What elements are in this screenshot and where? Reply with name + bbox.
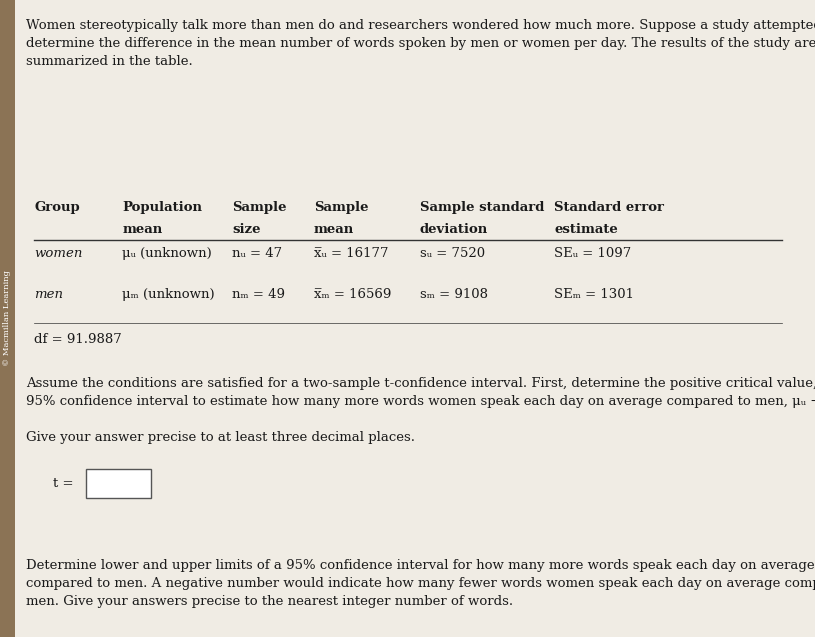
Text: men: men <box>34 288 64 301</box>
Text: Group: Group <box>34 201 80 213</box>
Text: Sample: Sample <box>232 201 287 213</box>
Text: nₘ = 49: nₘ = 49 <box>232 288 285 301</box>
Text: mean: mean <box>122 223 162 236</box>
Text: μₘ (unknown): μₘ (unknown) <box>122 288 215 301</box>
Text: estimate: estimate <box>554 223 618 236</box>
Text: nᵤ = 47: nᵤ = 47 <box>232 247 283 259</box>
Text: Population: Population <box>122 201 202 213</box>
Text: mean: mean <box>314 223 354 236</box>
Text: μᵤ (unknown): μᵤ (unknown) <box>122 247 212 259</box>
Text: Give your answer precise to at least three decimal places.: Give your answer precise to at least thr… <box>26 431 415 444</box>
Text: size: size <box>232 223 261 236</box>
Text: Sample: Sample <box>314 201 368 213</box>
Text: sᵤ = 7520: sᵤ = 7520 <box>420 247 485 259</box>
Text: Sample standard: Sample standard <box>420 201 544 213</box>
Text: Women stereotypically talk more than men do and researchers wondered how much mo: Women stereotypically talk more than men… <box>26 19 815 68</box>
Text: sₘ = 9108: sₘ = 9108 <box>420 288 487 301</box>
Text: t =: t = <box>53 477 73 490</box>
Text: Determine lower and upper limits of a 95% confidence interval for how many more : Determine lower and upper limits of a 95… <box>26 559 815 608</box>
Text: © Macmillan Learning: © Macmillan Learning <box>3 271 11 366</box>
Text: x̅ᵤ = 16177: x̅ᵤ = 16177 <box>314 247 388 259</box>
Text: x̅ₘ = 16569: x̅ₘ = 16569 <box>314 288 391 301</box>
Text: Standard error: Standard error <box>554 201 664 213</box>
Text: women: women <box>34 247 82 259</box>
Text: SEᵤ = 1097: SEᵤ = 1097 <box>554 247 632 259</box>
Text: deviation: deviation <box>420 223 488 236</box>
Text: SEₘ = 1301: SEₘ = 1301 <box>554 288 634 301</box>
Text: Assume the conditions are satisfied for a two-sample t-confidence interval. Firs: Assume the conditions are satisfied for … <box>26 377 815 408</box>
Text: df = 91.9887: df = 91.9887 <box>34 333 122 345</box>
